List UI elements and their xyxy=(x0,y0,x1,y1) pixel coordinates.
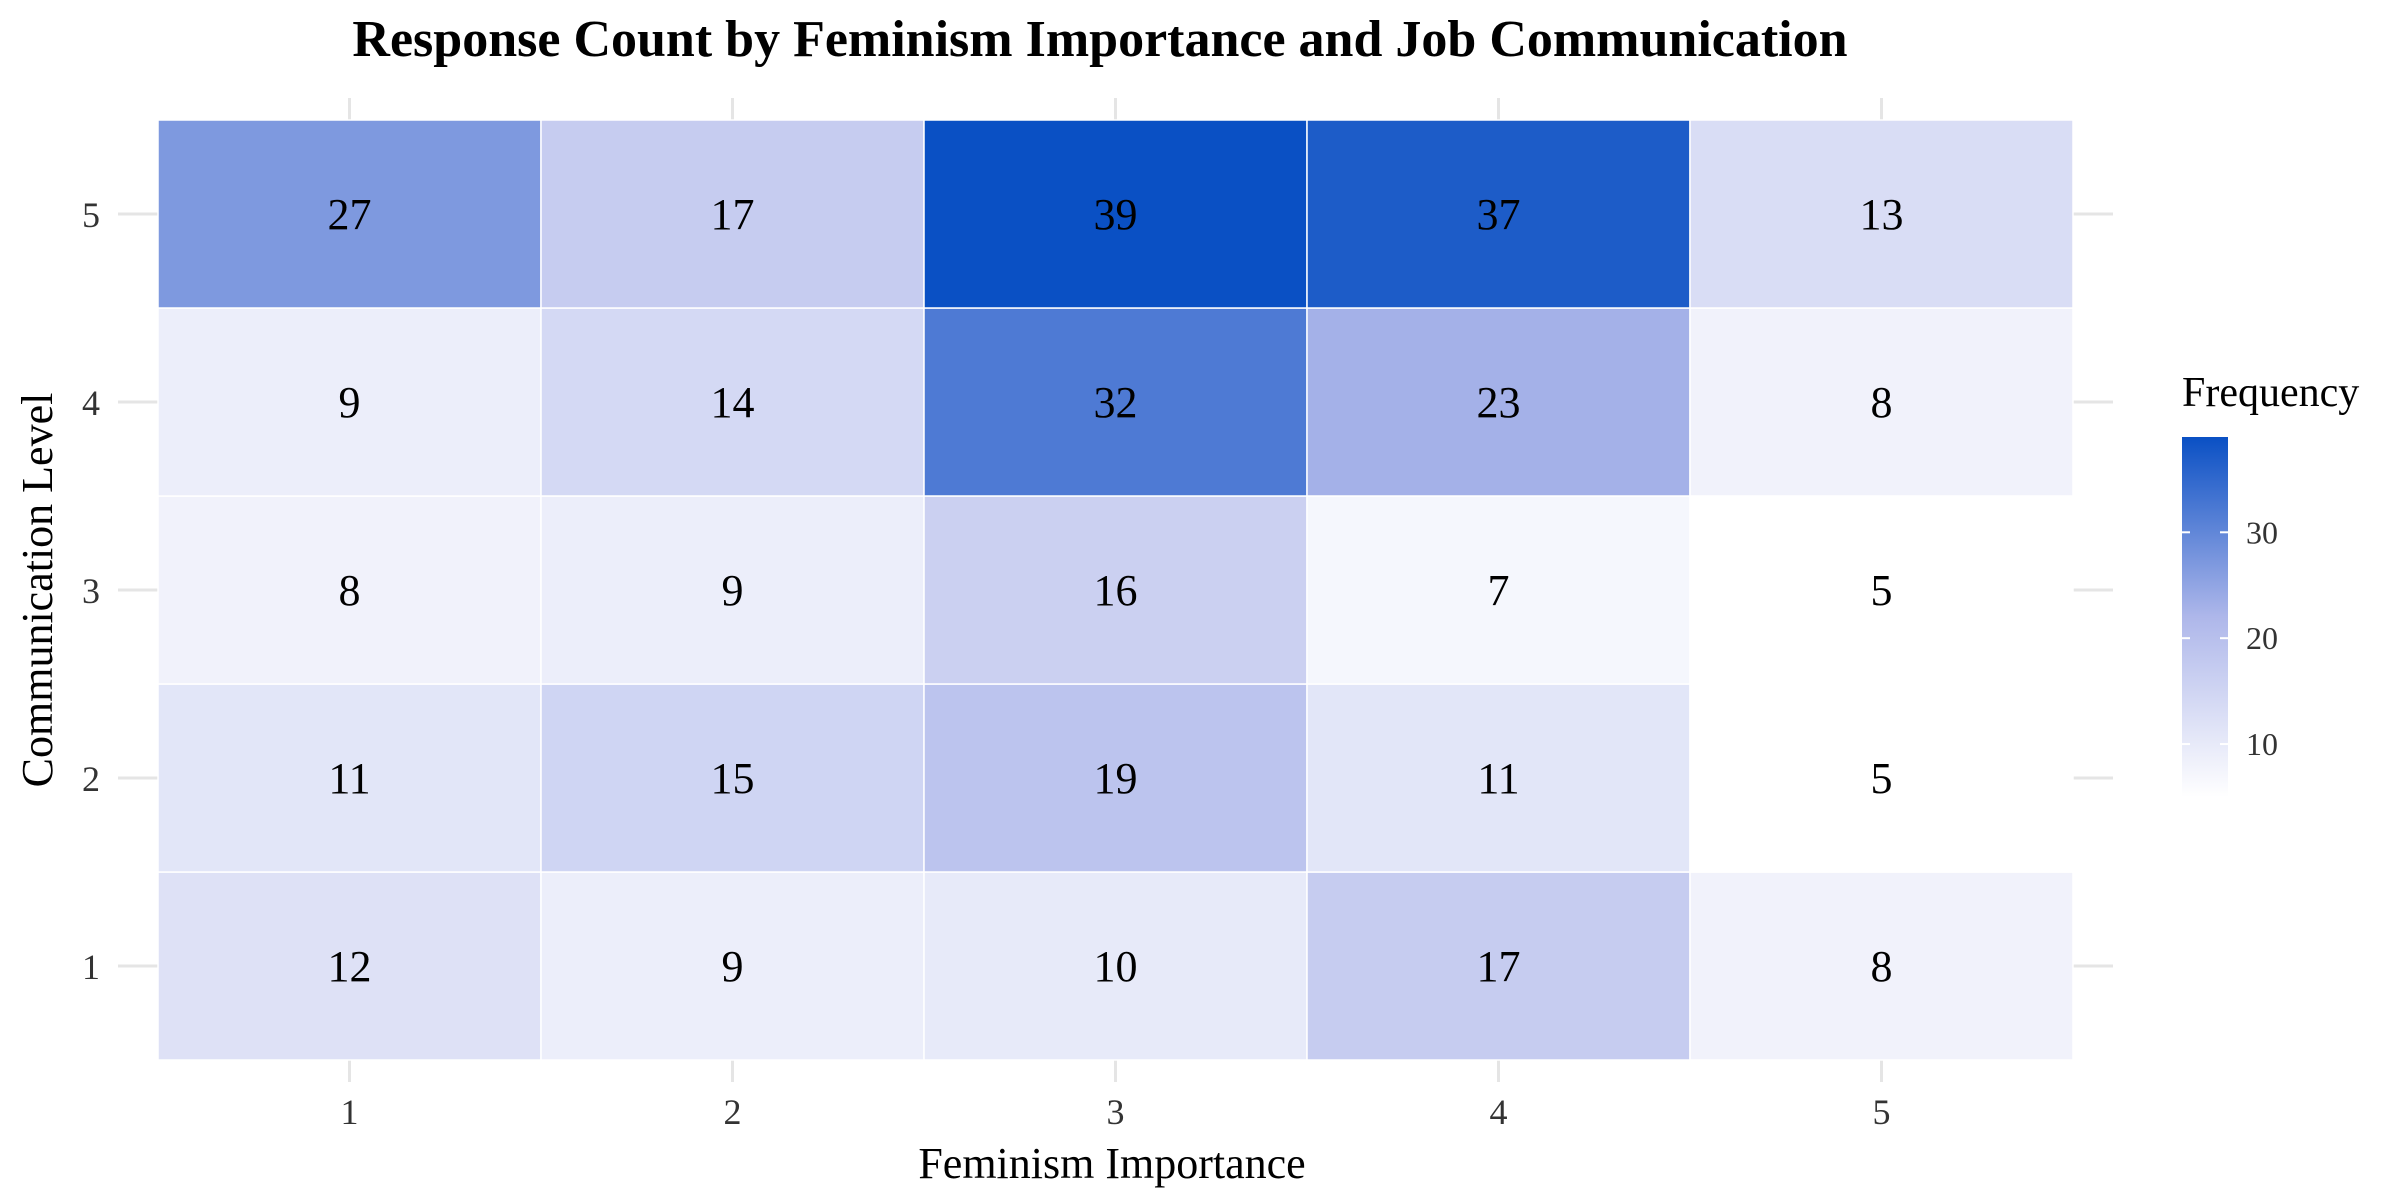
heatmap-cell xyxy=(157,495,542,685)
heatmap-cell xyxy=(1689,119,2074,309)
cell-value-label: 9 xyxy=(339,378,361,427)
chart-title: Response Count by Feminism Importance an… xyxy=(352,11,1847,68)
cell-value-label: 8 xyxy=(1871,942,1893,991)
cell-value-label: 5 xyxy=(1871,566,1893,615)
heatmap-cell xyxy=(1689,683,2074,873)
heatmap-cell xyxy=(1306,683,1691,873)
y-axis-tick-labels: 1 2 3 4 5 xyxy=(82,195,100,987)
x-tick-label: 2 xyxy=(724,1092,742,1132)
legend-ticks: 10 20 30 xyxy=(2182,514,2278,762)
cell-value-label: 8 xyxy=(1871,378,1893,427)
heatmap-cell xyxy=(540,119,925,309)
cell-value-label: 5 xyxy=(1871,754,1893,803)
cell-value-label: 27 xyxy=(328,190,372,239)
y-tick-label: 1 xyxy=(82,947,100,987)
heatmap-cell xyxy=(157,307,542,497)
heatmap-cell xyxy=(1689,871,2074,1061)
legend-title: Frequency xyxy=(2182,370,2359,416)
legend-tick-label: 10 xyxy=(2246,726,2278,762)
heatmap-cells xyxy=(157,119,2074,1061)
legend-colorbar xyxy=(2182,437,2228,797)
cell-value-label: 32 xyxy=(1094,378,1138,427)
cell-value-label: 15 xyxy=(711,754,755,803)
heatmap-cell xyxy=(540,307,925,497)
y-tick-label: 5 xyxy=(82,195,100,235)
cell-value-label: 23 xyxy=(1477,378,1521,427)
heatmap-cell xyxy=(923,683,1308,873)
cell-value-label: 14 xyxy=(711,378,755,427)
cell-value-labels: 12 9 10 17 8 11 15 19 11 5 8 9 16 7 5 9 14 32 23 8 27 17 39 37 1… xyxy=(328,190,1904,991)
cell-value-label: 37 xyxy=(1477,190,1521,239)
x-tick-label: 4 xyxy=(1490,1092,1508,1132)
heatmap-cell xyxy=(1306,119,1691,309)
heatmap-cell xyxy=(923,495,1308,685)
cell-value-label: 9 xyxy=(722,566,744,615)
y-tick-label: 3 xyxy=(82,571,100,611)
heatmap-cell xyxy=(923,871,1308,1061)
cell-value-label: 10 xyxy=(1094,942,1138,991)
cell-value-label: 11 xyxy=(328,754,370,803)
legend-tick-label: 30 xyxy=(2246,514,2278,550)
x-axis-label: Feminism Importance xyxy=(918,1139,1305,1188)
cell-value-label: 13 xyxy=(1860,190,1904,239)
cell-value-label: 17 xyxy=(1477,942,1521,991)
legend-tick-label: 20 xyxy=(2246,620,2278,656)
legend: Frequency 10 20 30 xyxy=(2182,370,2359,797)
heatmap-cell xyxy=(540,871,925,1061)
cell-value-label: 16 xyxy=(1094,566,1138,615)
y-tick-label: 2 xyxy=(82,759,100,799)
cell-value-label: 12 xyxy=(328,942,372,991)
heatmap-cell xyxy=(923,307,1308,497)
heatmap-cell xyxy=(540,683,925,873)
x-tick-label: 1 xyxy=(341,1092,359,1132)
cell-value-label: 9 xyxy=(722,942,744,991)
heatmap-cell xyxy=(540,495,925,685)
y-tick-label: 4 xyxy=(82,383,100,423)
y-axis-label: Communication Level xyxy=(13,393,62,788)
cell-value-label: 7 xyxy=(1488,566,1510,615)
x-tick-label: 3 xyxy=(1107,1092,1125,1132)
heatmap-cell xyxy=(1689,307,2074,497)
cell-value-label: 17 xyxy=(711,190,755,239)
cell-value-label: 39 xyxy=(1094,190,1138,239)
x-axis-tick-labels: 1 2 3 4 5 xyxy=(341,1092,1891,1132)
x-tick-label: 5 xyxy=(1873,1092,1891,1132)
heatmap-cell xyxy=(157,683,542,873)
cell-value-label: 8 xyxy=(339,566,361,615)
cell-value-label: 11 xyxy=(1477,754,1519,803)
heatmap-cell xyxy=(923,119,1308,309)
heatmap-cell xyxy=(157,119,542,309)
heatmap-cell xyxy=(1306,307,1691,497)
heatmap-cell xyxy=(1306,871,1691,1061)
cell-value-label: 19 xyxy=(1094,754,1138,803)
